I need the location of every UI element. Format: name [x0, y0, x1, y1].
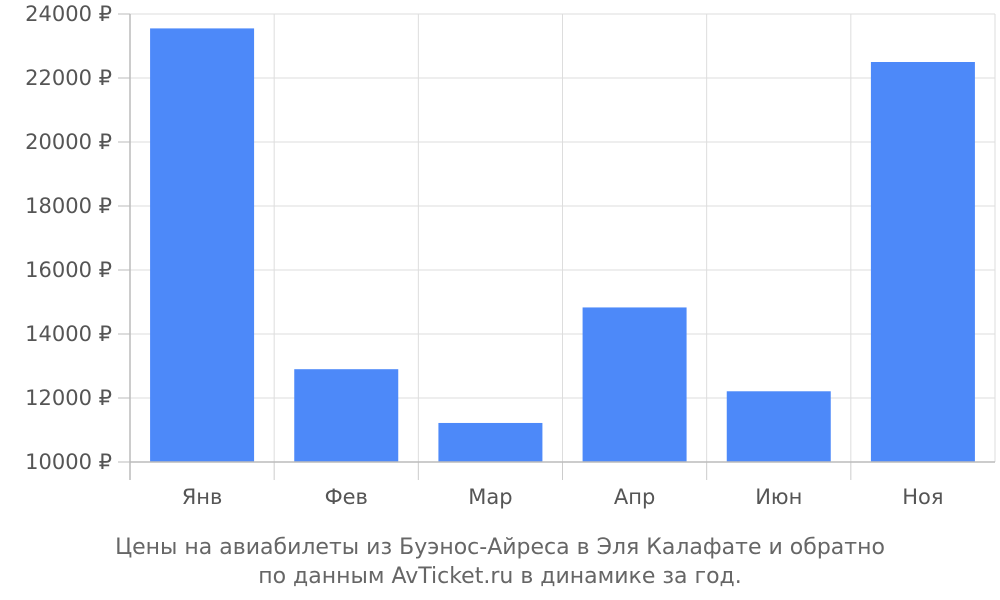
chart-caption-line-2: по данным AvTicket.ru в динамике за год. — [258, 564, 742, 589]
x-tick-label: Апр — [614, 485, 655, 509]
bar-5 — [726, 391, 831, 462]
grid-lines — [130, 13, 996, 463]
bar-6 — [870, 62, 975, 462]
x-tick-labels: Янв Фев Мар Апр Июн Ноя — [182, 485, 944, 509]
chart-caption-line-1: Цены на авиабилеты из Буэнос-Айреса в Эл… — [115, 535, 885, 560]
y-tick-label: 22000 ₽ — [25, 66, 112, 90]
bar-3 — [438, 422, 543, 462]
y-tick-label: 12000 ₽ — [25, 386, 112, 410]
y-tick-label: 14000 ₽ — [25, 322, 112, 346]
bar-1 — [150, 28, 255, 463]
y-tick-label: 20000 ₽ — [25, 130, 112, 154]
x-tick-label: Ноя — [902, 485, 943, 509]
axes — [118, 13, 995, 480]
y-tick-label: 16000 ₽ — [25, 258, 112, 282]
y-tick-label: 10000 ₽ — [25, 450, 112, 474]
x-tick-label: Фев — [325, 485, 368, 509]
bar-2 — [294, 369, 399, 462]
y-tick-label: 24000 ₽ — [25, 2, 112, 26]
x-tick-label: Мар — [468, 485, 512, 509]
x-tick-label: Июн — [755, 485, 802, 509]
y-tick-label: 18000 ₽ — [25, 194, 112, 218]
bar-4 — [582, 307, 687, 462]
x-tick-label: Янв — [182, 485, 223, 509]
bar-series — [150, 28, 975, 463]
y-tick-labels: 10000 ₽ 12000 ₽ 14000 ₽ 16000 ₽ 18000 ₽ 20000… — [25, 2, 112, 474]
